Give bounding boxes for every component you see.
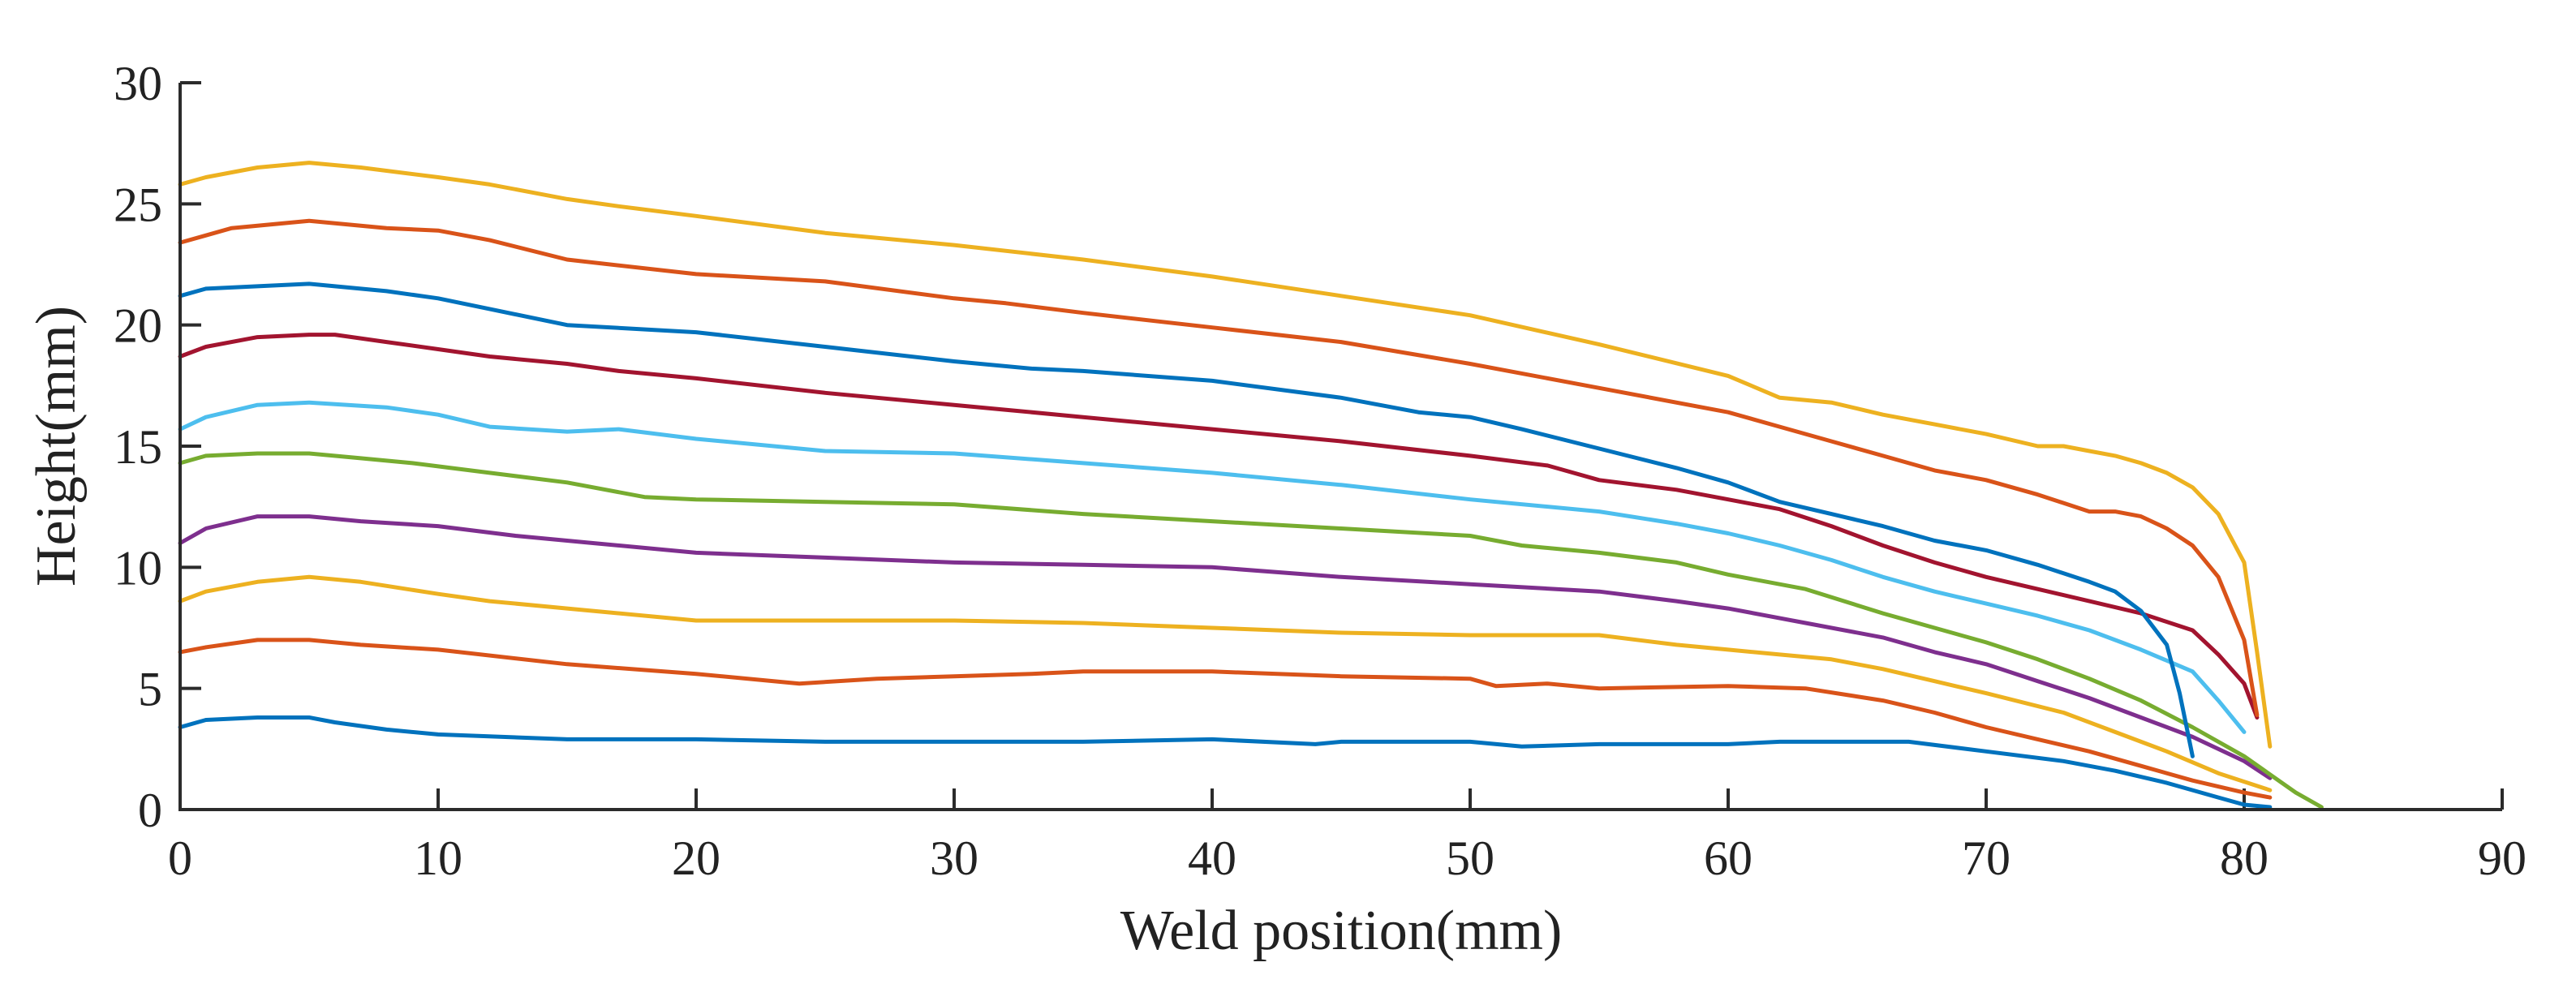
series-line-layer-10 bbox=[178, 161, 2273, 749]
series-line-layer-6 bbox=[178, 400, 2247, 734]
x-tick-label: 10 bbox=[414, 831, 462, 885]
x-tick-label: 30 bbox=[930, 831, 978, 885]
x-tick-label: 90 bbox=[2478, 831, 2527, 885]
y-tick-label: 15 bbox=[114, 420, 162, 474]
y-tick-label: 20 bbox=[114, 299, 162, 353]
series-line-layer-3 bbox=[178, 574, 2273, 793]
x-tick-label: 0 bbox=[168, 831, 192, 885]
series-line-layer-7 bbox=[178, 333, 2260, 720]
y-tick-label: 5 bbox=[138, 663, 162, 716]
x-axis-ticks: 0 10 20 30 40 50 60 70 80 90 bbox=[168, 788, 2527, 885]
series-line-layer-5 bbox=[178, 451, 2324, 810]
series-line-layer-4 bbox=[178, 514, 2273, 780]
x-tick-label: 70 bbox=[1962, 831, 2010, 885]
y-tick-label: 0 bbox=[138, 784, 162, 837]
x-tick-label: 60 bbox=[1704, 831, 1752, 885]
y-axis-ticks: 0 5 10 15 20 25 30 bbox=[114, 57, 201, 837]
x-axis-label: Weld position(mm) bbox=[1120, 900, 1563, 962]
axis-lines bbox=[178, 83, 2502, 811]
x-tick-label: 80 bbox=[2220, 831, 2269, 885]
series-line-layer-9 bbox=[178, 218, 2260, 717]
series-line-layer-2 bbox=[178, 638, 2273, 800]
x-tick-label: 40 bbox=[1188, 831, 1236, 885]
series-line-layer-8 bbox=[178, 281, 2195, 758]
y-axis-label: Height(mm) bbox=[25, 306, 88, 586]
y-tick-label: 10 bbox=[114, 541, 162, 595]
series-layer bbox=[178, 161, 2324, 810]
series-line-layer-1 bbox=[178, 715, 2273, 810]
y-tick-label: 30 bbox=[114, 57, 162, 110]
x-tick-label: 20 bbox=[672, 831, 720, 885]
x-tick-label: 50 bbox=[1446, 831, 1494, 885]
y-tick-label: 25 bbox=[114, 178, 162, 231]
